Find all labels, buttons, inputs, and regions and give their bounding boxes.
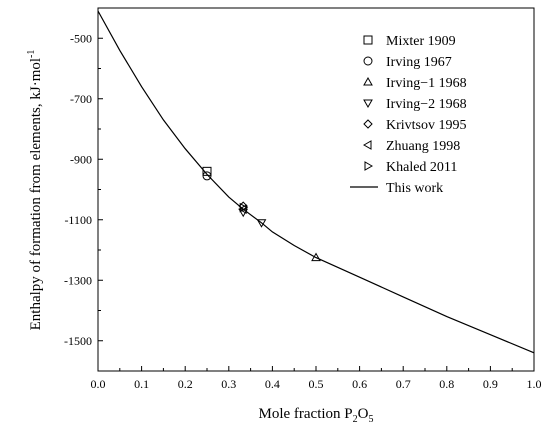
marker-layer [202, 166, 321, 262]
x-tick-label: 0.1 [134, 377, 149, 391]
y-tick-label: -1300 [64, 273, 92, 287]
x-axis-ticks: 0.0 0.1 0.2 0.3 0.4 0.5 0.6 0.7 0.8 0.9 1.0 [91, 366, 542, 391]
x-tick-label: 0.5 [309, 377, 324, 391]
x-tick-label: 0.7 [396, 377, 411, 391]
x-tick-label: 0.9 [483, 377, 498, 391]
y-tick-label: -1100 [64, 213, 92, 227]
y-tick-label: -900 [70, 152, 92, 166]
y-tick-label: -1500 [64, 334, 92, 348]
legend-circle-marker [363, 56, 373, 66]
legend-label: Mixter 1909 [386, 34, 456, 49]
y-tick-label: -700 [70, 92, 92, 106]
curve-layer [97, 10, 535, 354]
legend-label: Khaled 2011 [386, 160, 457, 175]
plot-frame [97, 7, 535, 372]
legend-label: Krivtsov 1995 [386, 118, 467, 133]
legend-label: Irving−1 1968 [386, 76, 467, 91]
triangle-down-data-point [256, 219, 267, 228]
x-axis-title: Mole fraction P2O5 [259, 406, 374, 425]
x-tick-label: 0.4 [265, 377, 280, 391]
legend-triangle-left-marker [362, 140, 372, 150]
x-tick-label: 0.3 [221, 377, 236, 391]
x-tick-label: 0.8 [439, 377, 454, 391]
x-tick-label: 0.0 [91, 377, 106, 391]
x-tick-label: 0.6 [352, 377, 367, 391]
x-tick-label: 0.2 [178, 377, 193, 391]
legend-label: Irving−2 1968 [386, 97, 467, 112]
y-axis-ticks: -500 -700 -900 -1100 -1300 -1500 [64, 7, 103, 372]
y-tick-label: -500 [70, 31, 92, 45]
legend-label: Zhuang 1998 [386, 139, 460, 154]
legend: Mixter 1909 Irving 1967 Irving−1 1968 Irvin… [350, 34, 467, 196]
circle-data-point [202, 171, 212, 181]
legend-label: This work [386, 181, 443, 196]
triangle-up-data-point [311, 252, 321, 262]
y-axis-title: Enthalpy of formation from elements, kJ·… [26, 50, 44, 331]
legend-triangle-down-marker [363, 99, 373, 109]
legend-triangle-up-marker [363, 76, 373, 86]
triangle-right-data-point [239, 202, 249, 213]
legend-square-marker [363, 35, 373, 45]
x-tick-label: 1.0 [527, 377, 542, 391]
legend-diamond-marker [363, 119, 373, 129]
legend-label: Irving 1967 [386, 55, 452, 70]
legend-triangle-right-marker [364, 161, 374, 171]
this-work-curve [97, 10, 535, 354]
triangle-left-data-point [238, 204, 247, 215]
square-data-point [202, 166, 212, 176]
